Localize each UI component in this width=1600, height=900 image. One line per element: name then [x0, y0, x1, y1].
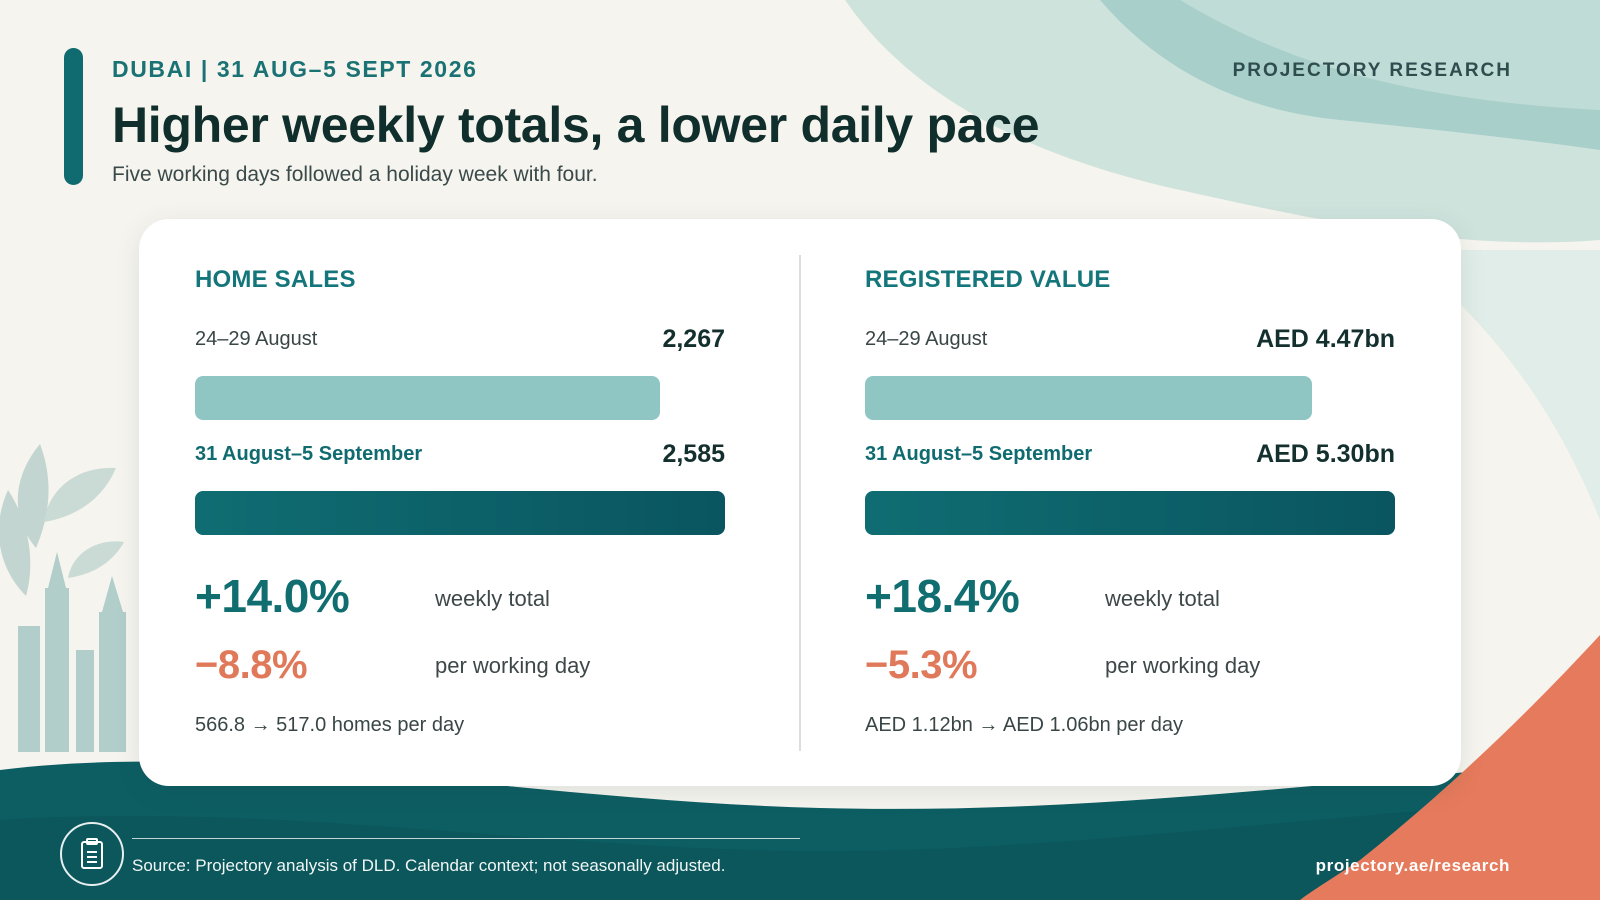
home-sales-curr-value: 2,585 — [662, 440, 725, 468]
home-sales-panel: HOME SALES 24–29 August 2,267 31 August–… — [195, 219, 725, 786]
home-sales-title: HOME SALES — [195, 266, 356, 293]
registered-value-panel: REGISTERED VALUE 24–29 August AED 4.47bn… — [865, 219, 1395, 786]
source-note: Source: Projectory analysis of DLD. Cale… — [132, 856, 726, 875]
registered-value-curr-track — [865, 491, 1395, 535]
page-title: Higher weekly totals, a lower daily pace — [112, 97, 1040, 153]
registered-value-prev-bar — [865, 376, 1312, 420]
registered-value-per-day-note: AED 1.12bn → AED 1.06bn per day — [865, 714, 1183, 736]
research-url-link[interactable]: projectory.ae/research — [1315, 856, 1510, 875]
registered-value-curr-bar — [865, 491, 1395, 535]
home-sales-weekly-change: +14.0% — [195, 570, 350, 622]
home-sales-daily-label: per working day — [435, 653, 591, 678]
registered-value-daily-change: −5.3% — [865, 643, 978, 687]
home-sales-curr-track — [195, 491, 725, 535]
home-sales-prev-label: 24–29 August — [195, 328, 318, 350]
page-subtitle: Five working days followed a holiday wee… — [112, 163, 598, 186]
registered-value-curr-value: AED 5.30bn — [1256, 440, 1395, 468]
home-sales-per-day-note: 566.8 → 517.0 homes per day — [195, 714, 465, 736]
registered-value-prev-label: 24–29 August — [865, 328, 988, 350]
home-sales-prev-bar — [195, 376, 660, 420]
registered-value-curr-label: 31 August–5 September — [865, 443, 1093, 465]
home-sales-curr-label: 31 August–5 September — [195, 443, 423, 465]
registered-value-prev-value: AED 4.47bn — [1256, 325, 1395, 353]
title-accent-bar — [64, 48, 83, 185]
footer-rule — [132, 838, 800, 839]
document-icon — [60, 822, 124, 886]
plant-leaves-decoration — [0, 444, 124, 596]
brand-name: PROJECTORY RESEARCH — [1232, 60, 1512, 81]
home-sales-prev-value: 2,267 — [662, 325, 725, 353]
home-sales-daily-change: −8.8% — [195, 643, 308, 687]
comparison-card: HOME SALES 24–29 August 2,267 31 August–… — [139, 219, 1461, 786]
city-skyline-decoration — [18, 552, 126, 752]
home-sales-curr-bar — [195, 491, 725, 535]
registered-value-prev-track — [865, 376, 1395, 420]
registered-value-weekly-change: +18.4% — [865, 570, 1020, 622]
card-divider — [799, 255, 801, 751]
registered-value-daily-label: per working day — [1105, 653, 1261, 678]
registered-value-weekly-label: weekly total — [1105, 586, 1220, 611]
home-sales-weekly-label: weekly total — [435, 586, 550, 611]
eyebrow-location-date: DUBAI | 31 AUG–5 SEPT 2026 — [112, 56, 478, 82]
registered-value-title: REGISTERED VALUE — [865, 266, 1111, 293]
home-sales-prev-track — [195, 376, 725, 420]
